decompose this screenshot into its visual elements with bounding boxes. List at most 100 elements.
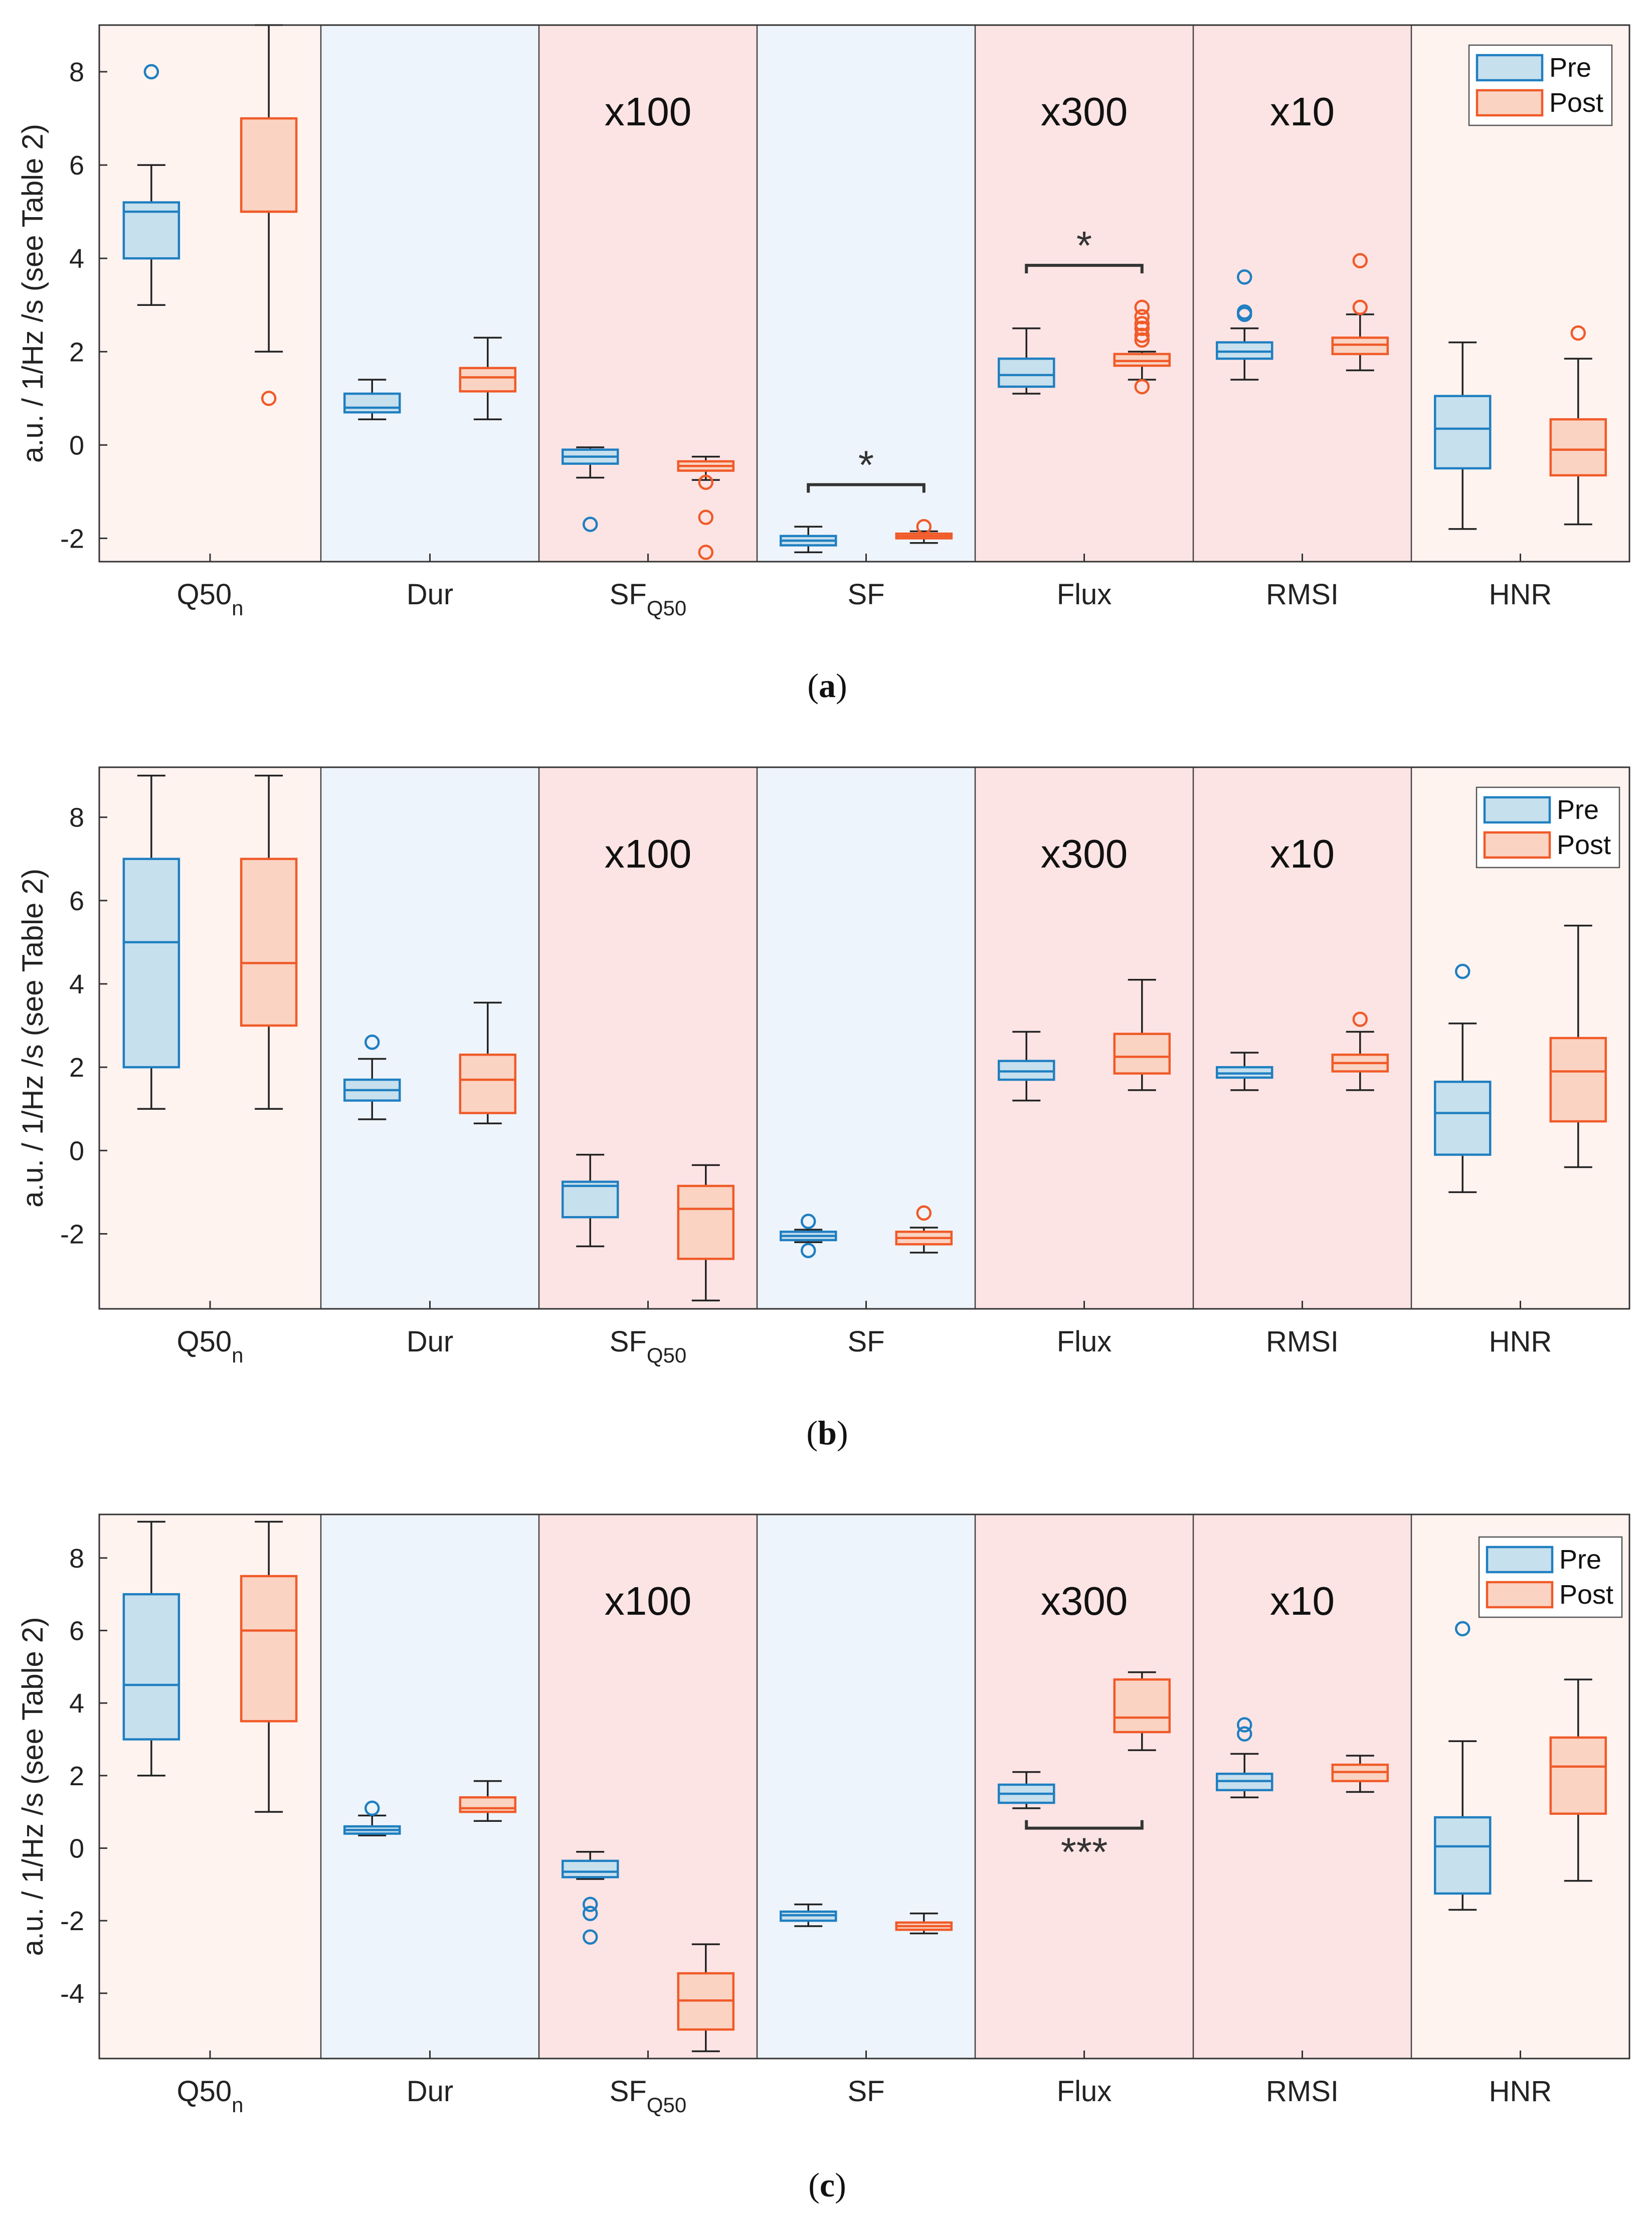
category-band: [757, 767, 975, 1309]
pre-box: [1433, 963, 1492, 1194]
legend-pre-label: Pre: [1549, 53, 1591, 83]
pre-box: [561, 446, 619, 532]
post-box: [1113, 1671, 1171, 1751]
post-box: [1113, 299, 1171, 395]
x-tick-label: RMSI: [1266, 2075, 1339, 2108]
x-tick-label-subscript: n: [232, 2093, 243, 2117]
significance-label: *: [858, 442, 874, 487]
significance-bracket: [807, 483, 926, 493]
iqr-box: [122, 1593, 180, 1741]
y-axis-label: a.u. / 1/Hz /s (see Table 2): [17, 1617, 49, 1956]
outlier-point: [582, 517, 598, 532]
category-band: [757, 25, 975, 562]
pre-box: [343, 1800, 401, 1836]
outlier-point: [916, 1205, 932, 1221]
outlier-point: [1236, 1717, 1252, 1733]
outlier-point: [364, 1800, 380, 1816]
pre-box: [779, 526, 837, 554]
post-box: [1331, 253, 1389, 372]
iqr-box: [1549, 1736, 1607, 1815]
category-band: [1193, 767, 1411, 1309]
scale-annotation: x10: [1270, 89, 1335, 134]
x-tick-label: SFQ50: [610, 1325, 687, 1367]
x-tick-label: SFQ50: [610, 578, 687, 620]
panel-caption-letter: c: [820, 2166, 835, 2204]
panel-caption-letter: a: [819, 666, 836, 705]
post-box: [1331, 1011, 1389, 1091]
iqr-box: [343, 392, 401, 414]
x-tick-label: HNR: [1489, 578, 1552, 611]
x-tick-label-subscript: n: [232, 1343, 243, 1367]
x-tick-label: RMSI: [1266, 578, 1339, 611]
outlier-point: [1454, 1621, 1471, 1637]
scale-annotation: x100: [605, 1579, 691, 1623]
pre-box: [122, 1520, 180, 1777]
x-tick-label: Flux: [1057, 1325, 1112, 1358]
iqr-box: [561, 1180, 619, 1219]
post-box: [240, 1520, 298, 1813]
outlier-point: [800, 1243, 816, 1258]
scale-annotation: x10: [1270, 1579, 1335, 1623]
scale-annotation: x300: [1041, 1579, 1128, 1623]
post-box: [459, 1780, 517, 1822]
outlier-point: [1134, 316, 1150, 331]
x-tick-label: Flux: [1057, 2075, 1112, 2108]
outlier-point: [1236, 1726, 1252, 1742]
y-tick-label: -2: [60, 1219, 84, 1249]
x-tick-label: Q50n: [177, 578, 244, 620]
iqr-box: [997, 358, 1055, 388]
iqr-box: [1215, 341, 1273, 360]
outlier-point: [698, 545, 714, 560]
outlier-point: [1134, 299, 1150, 315]
y-tick-label: 8: [69, 1544, 84, 1574]
significance-bracket: [1025, 1820, 1144, 1830]
iqr-box: [677, 1184, 735, 1260]
legend-pre-label: Pre: [1559, 1545, 1601, 1575]
pre-box: [1215, 1052, 1273, 1091]
iqr-box: [1433, 395, 1492, 470]
outlier-point: [1236, 269, 1252, 285]
post-box: [1549, 1678, 1607, 1882]
significance-bracket: [1025, 264, 1144, 274]
y-tick-label: -4: [60, 1979, 84, 2009]
pre-box: [122, 64, 180, 306]
legend-post-swatch: [1486, 1581, 1554, 1609]
x-tick-label: Flux: [1057, 578, 1112, 611]
y-tick-label: 0: [69, 1833, 84, 1863]
iqr-box: [1113, 353, 1171, 367]
iqr-box: [459, 1053, 517, 1114]
x-tick-label: SF: [847, 1325, 884, 1358]
category-band: [321, 25, 539, 562]
pre-box: [343, 379, 401, 420]
x-tick-label: SF: [847, 2075, 884, 2108]
y-tick-label: 6: [69, 886, 84, 916]
y-tick-label: 4: [69, 1688, 84, 1719]
post-box: [1549, 924, 1607, 1168]
legend-pre-swatch: [1486, 1546, 1554, 1574]
legend-pre-swatch: [1476, 54, 1544, 82]
post-box: [1331, 1755, 1389, 1793]
y-tick-label: 2: [69, 1053, 84, 1083]
post-box: [1549, 325, 1607, 526]
significance-label: *: [1076, 223, 1092, 268]
post-box: [677, 1943, 735, 2053]
pre-box: [997, 327, 1055, 395]
outlier-point: [582, 1929, 598, 1945]
post-box: [1113, 978, 1171, 1091]
pre-box: [343, 1035, 401, 1120]
axes-frame: [98, 1513, 1630, 2060]
panel-caption: (c): [808, 2166, 846, 2204]
x-tick-label-subscript: Q50: [647, 2093, 686, 2117]
post-box: [459, 1001, 517, 1125]
x-tick-label: SFQ50: [610, 2075, 687, 2117]
scale-annotation: x100: [605, 831, 691, 876]
post-box: [677, 455, 735, 560]
legend-post-label: Post: [1549, 88, 1603, 118]
y-tick-label: -2: [60, 524, 84, 554]
pre-box: [1433, 341, 1492, 530]
category-band: [757, 1514, 975, 2059]
iqr-box: [459, 1796, 517, 1813]
